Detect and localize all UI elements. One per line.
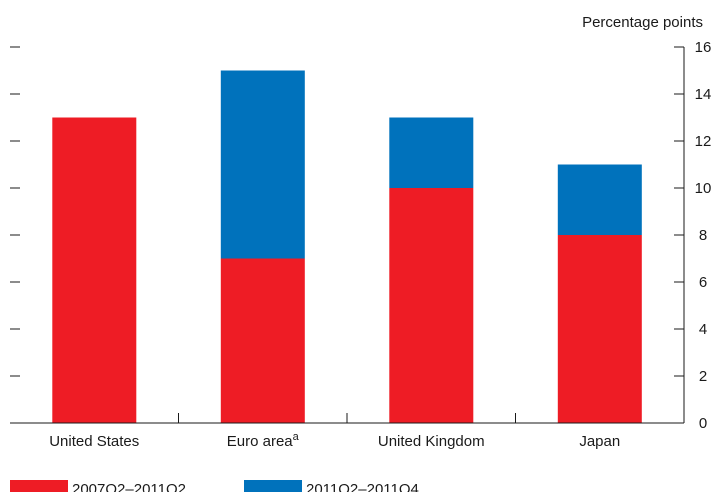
x-tick-label: Euro areaa xyxy=(227,431,300,450)
bar-united-states-series-1 xyxy=(52,117,137,423)
y-tick-label: 8 xyxy=(699,227,707,244)
bar-euro-area-series-2 xyxy=(220,70,305,259)
y-tick-label: 4 xyxy=(699,321,707,338)
x-tick-label-footnote: a xyxy=(293,431,300,443)
legend-swatch-series-2 xyxy=(244,480,302,492)
legend-label-series-1: 2007Q2–2011Q2 xyxy=(72,481,186,492)
y-tick-label: 0 xyxy=(699,415,707,432)
bar-united-kingdom-series-2 xyxy=(389,117,474,188)
legend-swatch-series-1 xyxy=(10,480,68,492)
y-tick-label: 10 xyxy=(695,180,712,197)
y-tick-label: 6 xyxy=(699,274,707,291)
bars-group xyxy=(52,70,642,423)
bar-japan-series-1 xyxy=(557,235,642,423)
legend-label-series-2: 2011Q2–2011Q4 xyxy=(306,481,419,492)
legend: 2007Q2–2011Q2 2011Q2–2011Q4 xyxy=(10,480,419,492)
axes-group: 0 2 4 6 8 10 12 14 16 United States Euro areaa Unit… xyxy=(10,39,711,450)
x-tick-label: United Kingdom xyxy=(378,433,485,450)
y-tick-label: 16 xyxy=(695,39,712,56)
y-tick-label: 14 xyxy=(695,86,712,103)
y-tick-label: 12 xyxy=(695,133,712,150)
y-axis-unit-label: Percentage points xyxy=(582,14,703,31)
bar-euro-area-series-1 xyxy=(220,258,305,423)
bar-united-kingdom-series-1 xyxy=(389,188,474,423)
y-tick-label: 2 xyxy=(699,368,707,385)
x-tick-label: Japan xyxy=(579,433,620,450)
x-tick-label: United States xyxy=(49,433,139,450)
bar-japan-series-2 xyxy=(557,164,642,235)
